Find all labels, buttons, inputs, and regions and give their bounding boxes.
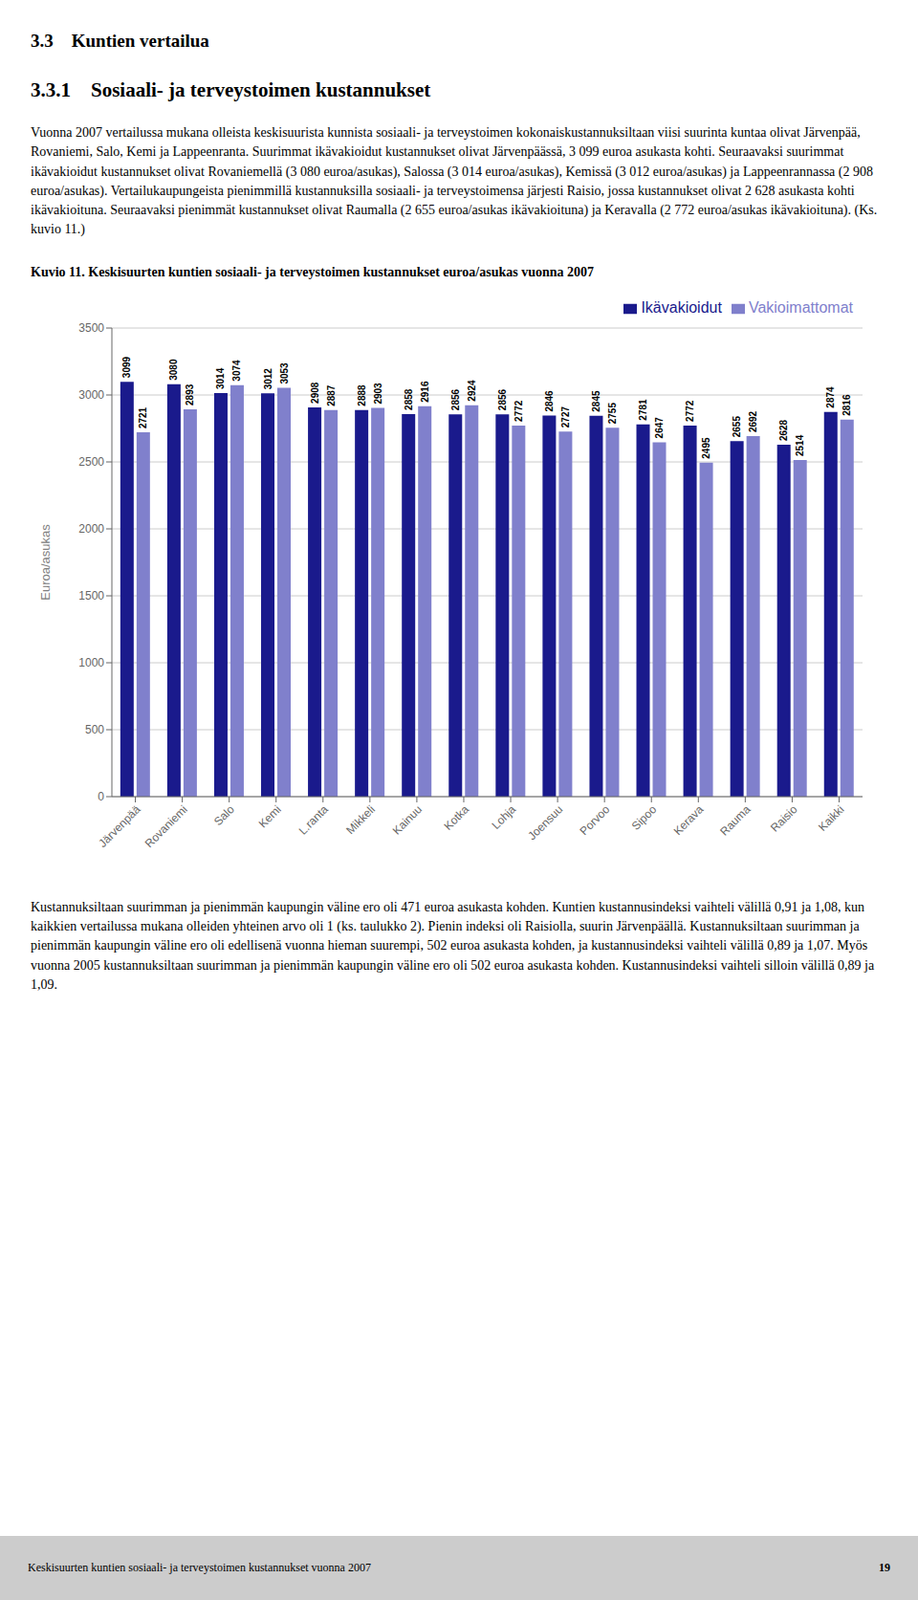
html-text:19: 19 (878, 1560, 891, 1574)
svg-text:2846: 2846 (544, 390, 555, 413)
svg-text:3500: 3500 (78, 321, 105, 335)
svg-text:Järvenpää: Järvenpää (95, 802, 144, 851)
html-text:Keskisuurten kuntien sosiaali-: Keskisuurten kuntien sosiaali- ja tervey… (27, 1560, 371, 1574)
svg-text:1500: 1500 (78, 589, 105, 603)
svg-text:2816: 2816 (841, 393, 853, 416)
svg-text:2856: 2856 (450, 388, 461, 411)
svg-text:3099: 3099 (121, 355, 132, 378)
svg-text:Kemi: Kemi (256, 802, 285, 831)
svg-text:2755: 2755 (607, 401, 618, 424)
svg-text:L.ranta: L.ranta (296, 802, 332, 838)
svg-text:2858: 2858 (403, 388, 415, 411)
svg-text:2893: 2893 (184, 383, 196, 406)
svg-text:Sipoo: Sipoo (629, 802, 660, 833)
svg-text:2647: 2647 (654, 416, 665, 439)
svg-text:2692: 2692 (747, 410, 759, 433)
html-text:Vakioimattomat: Vakioimattomat (748, 299, 853, 316)
svg-text:2908: 2908 (309, 381, 321, 404)
html-text:3.3 Kuntien vertailua: 3.3 Kuntien vertailua (30, 30, 210, 51)
svg-text:2628: 2628 (778, 418, 789, 441)
svg-text:Kainuu: Kainuu (390, 802, 425, 837)
html-text:Vuonna 2007 vertailussa mukana: Vuonna 2007 vertailussa mukana olleista … (30, 125, 878, 237)
svg-text:Raisio: Raisio (767, 802, 801, 835)
svg-text:Rauma: Rauma (717, 802, 753, 838)
svg-text:Lohja: Lohja (489, 802, 520, 832)
svg-text:2772: 2772 (684, 399, 696, 422)
svg-text:3080: 3080 (168, 358, 179, 381)
svg-text:2727: 2727 (560, 405, 571, 428)
svg-text:Mikkeli: Mikkeli (343, 802, 378, 837)
svg-text:Salo: Salo (211, 802, 238, 829)
html-text:3.3.1 Sosiaali- ja terveystoim: 3.3.1 Sosiaali- ja terveystoimen kustann… (30, 78, 431, 102)
svg-text:2856: 2856 (497, 388, 508, 411)
svg-text:3053: 3053 (279, 362, 290, 385)
svg-text:2924: 2924 (466, 379, 478, 402)
svg-text:500: 500 (85, 722, 105, 737)
svg-text:Kaikki: Kaikki (815, 802, 848, 834)
svg-text:2000: 2000 (78, 522, 105, 536)
svg-text:0: 0 (97, 789, 105, 804)
svg-text:2888: 2888 (356, 384, 368, 407)
svg-text:2495: 2495 (700, 437, 712, 459)
svg-text:3014: 3014 (215, 367, 226, 390)
svg-text:2772: 2772 (513, 399, 525, 422)
svg-text:1000: 1000 (78, 655, 105, 670)
html-text:Kuvio 11. Keskisuurten kuntien: Kuvio 11. Keskisuurten kuntien sosiaali-… (30, 264, 594, 280)
html-text:Ikävakioidut: Ikävakioidut (641, 299, 722, 316)
svg-text:Kerava: Kerava (671, 802, 707, 838)
svg-text:2845: 2845 (590, 390, 602, 413)
svg-text:3074: 3074 (231, 359, 242, 382)
svg-text:2514: 2514 (794, 434, 806, 457)
svg-text:2916: 2916 (419, 380, 431, 403)
svg-text:2721: 2721 (137, 406, 149, 429)
svg-text:Porvoo: Porvoo (577, 802, 613, 838)
svg-text:3000: 3000 (78, 388, 105, 402)
svg-text:2903: 2903 (372, 382, 384, 405)
svg-text:3012: 3012 (262, 367, 274, 390)
svg-text:2887: 2887 (326, 384, 337, 407)
html-text:Kustannuksiltaan suurimman ja: Kustannuksiltaan suurimman ja pienimmän … (30, 899, 875, 992)
svg-text:Euroa/asukas: Euroa/asukas (38, 524, 53, 601)
svg-text:2781: 2781 (637, 398, 649, 421)
svg-text:2655: 2655 (731, 415, 743, 438)
svg-text:2874: 2874 (825, 386, 836, 409)
svg-text:2500: 2500 (78, 455, 105, 469)
svg-text:Joensuu: Joensuu (524, 802, 566, 843)
svg-text:Kotka: Kotka (441, 802, 473, 833)
svg-text:Rovaniemi: Rovaniemi (142, 802, 191, 851)
